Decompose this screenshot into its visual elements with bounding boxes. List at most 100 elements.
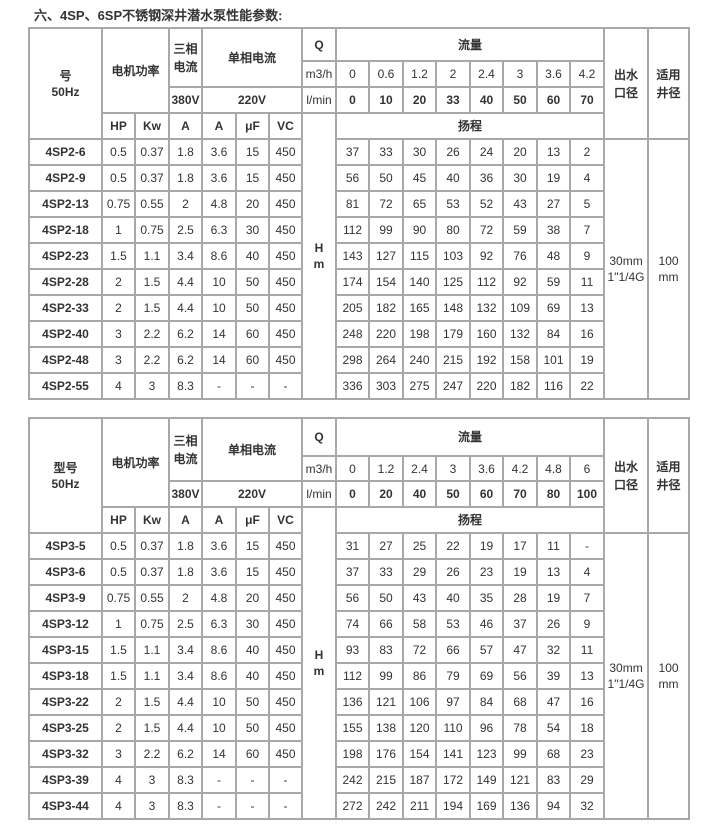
head-value: 72	[402, 636, 438, 664]
head-value: 27	[536, 190, 572, 218]
spec-value: 3	[133, 792, 171, 820]
sub-header: VC	[268, 112, 304, 140]
head-value: 115	[402, 242, 438, 270]
head-value: 116	[536, 372, 572, 400]
head-value: 37	[335, 558, 371, 586]
head-value: 121	[502, 766, 539, 794]
spec-value: 450	[268, 242, 304, 270]
head-value: 187	[402, 766, 438, 794]
head-value: 11	[569, 268, 606, 296]
head-value: 69	[536, 294, 572, 322]
head-value: 35	[469, 584, 505, 612]
spec-value: 40	[235, 662, 271, 690]
head-value: 25	[402, 532, 438, 560]
head-value: 81	[335, 190, 371, 218]
head-value: 155	[335, 714, 371, 742]
head-value: 112	[335, 662, 371, 690]
spec-value: 1.5	[133, 294, 171, 322]
lmin-label: l/min	[301, 480, 338, 508]
table-row: 4SP2-13 0.75 0.55 2 4.8 20 450 81 72 65 53 52 43 27 5	[28, 190, 689, 218]
motor-power-header: 电机功率	[100, 27, 171, 114]
spec-value: 2	[168, 584, 204, 612]
well-header-text: 适用井径	[656, 67, 681, 100]
spec-value: 0.37	[133, 164, 171, 192]
head-value: 182	[502, 372, 539, 400]
head-value: 37	[335, 138, 371, 166]
head-value: 194	[435, 792, 472, 820]
head-value: 11	[536, 532, 572, 560]
spec-value: -	[201, 792, 238, 820]
head-value: 99	[368, 662, 405, 690]
flow-m3h-value: 2.4	[469, 60, 505, 88]
head-value: 136	[335, 688, 371, 716]
spec-value: -	[201, 372, 238, 400]
head-value: 23	[469, 558, 505, 586]
spec-value: 450	[268, 610, 304, 638]
flow-lmin-value: 40	[402, 480, 438, 508]
head-value: 13	[569, 294, 606, 322]
sub-header: μF	[235, 506, 271, 534]
head-value: 106	[402, 688, 438, 716]
q-header: Q	[301, 417, 338, 457]
head-value: 23	[569, 740, 606, 768]
head-value: 58	[402, 610, 438, 638]
head-value: 94	[536, 792, 572, 820]
head-value: 30	[402, 138, 438, 166]
spec-value: 8.6	[201, 242, 238, 270]
head-value: 53	[435, 190, 472, 218]
spec-value: 3.4	[168, 242, 204, 270]
head-value: 38	[536, 216, 572, 244]
spec-value: 3	[101, 320, 136, 348]
head-value: 27	[368, 532, 405, 560]
spec-value: 14	[201, 346, 238, 374]
head-value: 37	[502, 610, 539, 638]
head-value: 303	[368, 372, 405, 400]
head-value: 93	[335, 636, 371, 664]
spec-value: 0.37	[133, 532, 171, 560]
m3h-label: m3/h	[301, 455, 338, 482]
head-value: 66	[368, 610, 405, 638]
head-value: 36	[469, 164, 505, 192]
head-value: 132	[469, 294, 505, 322]
spec-value: 4	[101, 792, 136, 820]
head-value: 148	[435, 294, 472, 322]
well-header: 适用井径	[647, 417, 691, 534]
head-value: 26	[536, 610, 572, 638]
three-phase-current-header: 三相电流	[168, 27, 204, 88]
spec-value: 0.5	[101, 532, 136, 560]
sub-header: VC	[268, 506, 304, 534]
spec-value: 4	[101, 372, 136, 400]
spec-value: 450	[268, 164, 304, 192]
spec-value: 0.5	[101, 138, 136, 166]
head-value: 59	[502, 216, 539, 244]
sub-header: A	[201, 506, 238, 534]
spec-value: 2.5	[168, 216, 204, 244]
table-row: 4SP2-23 1.5 1.1 3.4 8.6 40 450 143 127 115 103 92 76…	[28, 242, 689, 270]
head-value: 198	[335, 740, 371, 768]
head-value: 141	[435, 740, 472, 768]
table-row: 4SP2-18 1 0.75 2.5 6.3 30 450 112 99 90 80 72 59 38 7	[28, 216, 689, 244]
head-value: 97	[435, 688, 472, 716]
model-name: 4SP2-6	[28, 138, 103, 166]
head-value: 40	[435, 164, 472, 192]
head-value: 69	[469, 662, 505, 690]
sub-header: Kw	[133, 112, 171, 140]
flow-lmin-value: 20	[402, 86, 438, 114]
head-value: 92	[502, 268, 539, 296]
head-value: 32	[569, 792, 606, 820]
head-value: 7	[569, 584, 606, 612]
spec-value: 1.5	[133, 714, 171, 742]
head-value: 174	[335, 268, 371, 296]
flow-lmin-value: 0	[335, 86, 371, 114]
model-header: 号 50Hz	[28, 27, 103, 140]
head-value: 101	[536, 346, 572, 374]
spec-value: 0.55	[133, 584, 171, 612]
spec-value: 1	[101, 610, 136, 638]
head-value: 65	[402, 190, 438, 218]
spec-value: 6.2	[168, 740, 204, 768]
head-value: 16	[569, 688, 606, 716]
head-value: 205	[335, 294, 371, 322]
spec-value: -	[235, 766, 271, 794]
table-row: 4SP2-6 0.5 0.37 1.8 3.6 15 450 37 33 30 26 24 20 13 2 3…	[28, 138, 691, 400]
spec-value: 0.5	[101, 558, 136, 586]
